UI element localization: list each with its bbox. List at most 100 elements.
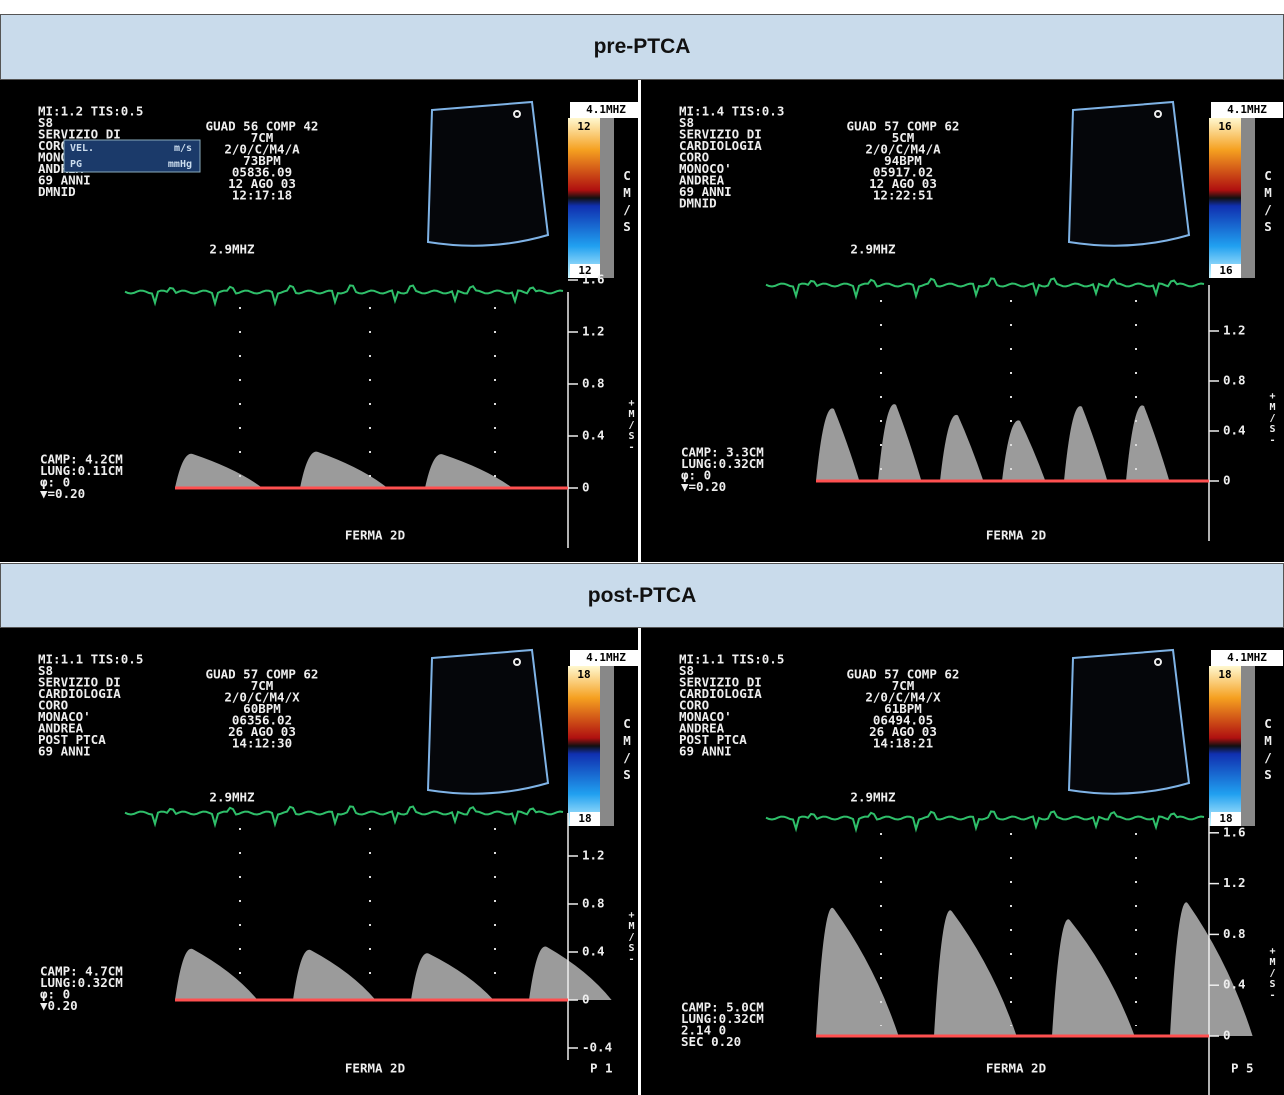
axis-unit: +M/S- <box>626 910 637 965</box>
probe-label: 4.1MHZ <box>586 651 626 664</box>
measure-text: ▼0.20 <box>40 998 78 1013</box>
settings-text: 14:18:21 <box>873 736 933 751</box>
ecg-trace <box>766 812 1204 830</box>
doppler-envelope <box>940 415 983 481</box>
tick-label: 0.4 <box>1223 423 1246 438</box>
gray-bar <box>1241 118 1255 278</box>
tick-label: 0 <box>582 480 590 495</box>
gray-bar <box>600 666 614 826</box>
doppler-envelope <box>816 908 899 1036</box>
frequency-label: 2.9MHZ <box>850 790 896 805</box>
doppler-envelope <box>1064 406 1107 481</box>
footer-label: FERMA 2D <box>345 1061 405 1076</box>
overlay-text: m/s <box>174 143 192 154</box>
tick-label: 0.8 <box>1223 373 1246 388</box>
tick-label: 0.8 <box>582 376 605 391</box>
doppler-envelope <box>1052 919 1135 1036</box>
footer-label: FERMA 2D <box>345 528 405 543</box>
color-bar <box>568 118 600 278</box>
color-unit: CM/S <box>1261 716 1276 784</box>
echo-panel: MI:1.4 TIS:0.3S8SERVIZIO DICARDIOLOGIACO… <box>641 80 1284 562</box>
tick-label: 0 <box>1223 1028 1231 1043</box>
probe-label: 4.1MHZ <box>1227 651 1267 664</box>
color-scale-label: 16 <box>1218 120 1232 133</box>
echo-panel: MI:1.1 TIS:0.5S8SERVIZIO DICARDIOLOGIACO… <box>0 628 638 1095</box>
tick-label: 0.8 <box>1223 926 1246 941</box>
tick-label: 0 <box>582 992 590 1007</box>
page-label: P 1 <box>590 1061 613 1076</box>
doppler-envelope <box>293 950 376 1000</box>
settings-text: 12:22:51 <box>873 188 933 203</box>
color-unit: CM/S <box>620 716 635 784</box>
doppler-envelope <box>878 404 921 481</box>
color-scale-label: 12 <box>577 120 590 133</box>
frequency-label: 2.9MHZ <box>209 242 255 257</box>
ecg-trace <box>766 279 1204 297</box>
color-unit: CM/S <box>1261 168 1276 236</box>
doppler-envelope <box>1170 902 1253 1036</box>
doppler-envelope <box>411 953 494 1000</box>
tick-label: 1.2 <box>1223 323 1246 338</box>
settings-text: 12:17:18 <box>232 188 292 203</box>
doppler-envelope <box>816 408 859 481</box>
probe-label: 4.1MHZ <box>1227 103 1267 116</box>
gray-bar <box>1241 666 1255 826</box>
info-text: DMNID <box>38 184 76 199</box>
sector-outline <box>1069 102 1189 246</box>
info-text: DMNID <box>679 196 717 211</box>
color-bar <box>568 666 600 826</box>
measure-text: ▼=0.20 <box>681 479 726 494</box>
color-scale-label: 18 <box>1219 812 1232 825</box>
sector-outline <box>428 650 548 794</box>
color-scale-label: 18 <box>578 812 591 825</box>
frequency-label: 2.9MHZ <box>850 242 896 257</box>
info-text: 69 ANNI <box>38 744 91 759</box>
tick-label: 1.2 <box>1223 875 1246 890</box>
probe-label: 4.1MHZ <box>586 103 626 116</box>
color-scale-label: 18 <box>1218 668 1231 681</box>
measure-text: ▼=0.20 <box>40 486 85 501</box>
tick-label: -0.4 <box>582 1040 612 1055</box>
footer-label: FERMA 2D <box>986 528 1046 543</box>
doppler-envelope <box>934 910 1017 1036</box>
info-text: MI:1.1 TIS:0.5 <box>38 652 143 667</box>
info-text: MI:1.2 TIS:0.5 <box>38 104 143 119</box>
tick-label: 0.8 <box>582 896 605 911</box>
doppler-envelope <box>175 949 258 1000</box>
ecg-trace <box>125 286 563 304</box>
axis-unit: +M/S- <box>1267 391 1278 446</box>
doppler-envelope <box>175 454 263 488</box>
color-unit: CM/S <box>620 168 635 236</box>
color-bar <box>1209 666 1241 826</box>
tick-label: 0.4 <box>582 428 605 443</box>
color-scale-label: 16 <box>1219 264 1233 277</box>
info-text: 69 ANNI <box>679 744 732 759</box>
tick-label: 0.4 <box>582 944 605 959</box>
page-label: P 5 <box>1231 1061 1254 1076</box>
section-header: pre-PTCA <box>0 14 1284 80</box>
echo-panel: MI:1.2 TIS:0.5S8SERVIZIO DICOROMONOCO'AN… <box>0 80 638 562</box>
doppler-envelope <box>1002 420 1045 481</box>
tick-label: 0.4 <box>1223 977 1246 992</box>
overlay-text: VEL. <box>70 143 94 154</box>
overlay-text: PG <box>70 159 82 170</box>
color-bar <box>1209 118 1241 278</box>
axis-unit: +M/S- <box>1267 946 1278 1001</box>
sector-outline <box>428 102 548 246</box>
color-scale-label: 18 <box>577 668 590 681</box>
axis-unit: +M/S- <box>626 398 637 453</box>
doppler-envelope <box>300 452 388 488</box>
tick-label: 1.2 <box>582 324 605 339</box>
info-text: MI:1.1 TIS:0.5 <box>679 652 784 667</box>
tick-label: 1.2 <box>582 848 605 863</box>
section-header: post-PTCA <box>0 563 1284 628</box>
gray-bar <box>600 118 614 278</box>
tick-label: 1.6 <box>1223 824 1246 839</box>
footer-label: FERMA 2D <box>986 1061 1046 1076</box>
tick-label: 1.6 <box>582 272 605 287</box>
doppler-envelope <box>1126 405 1169 481</box>
measure-text: SEC 0.20 <box>681 1034 741 1049</box>
overlay-text: mmHg <box>168 159 192 170</box>
tick-label: 0 <box>1223 473 1231 488</box>
